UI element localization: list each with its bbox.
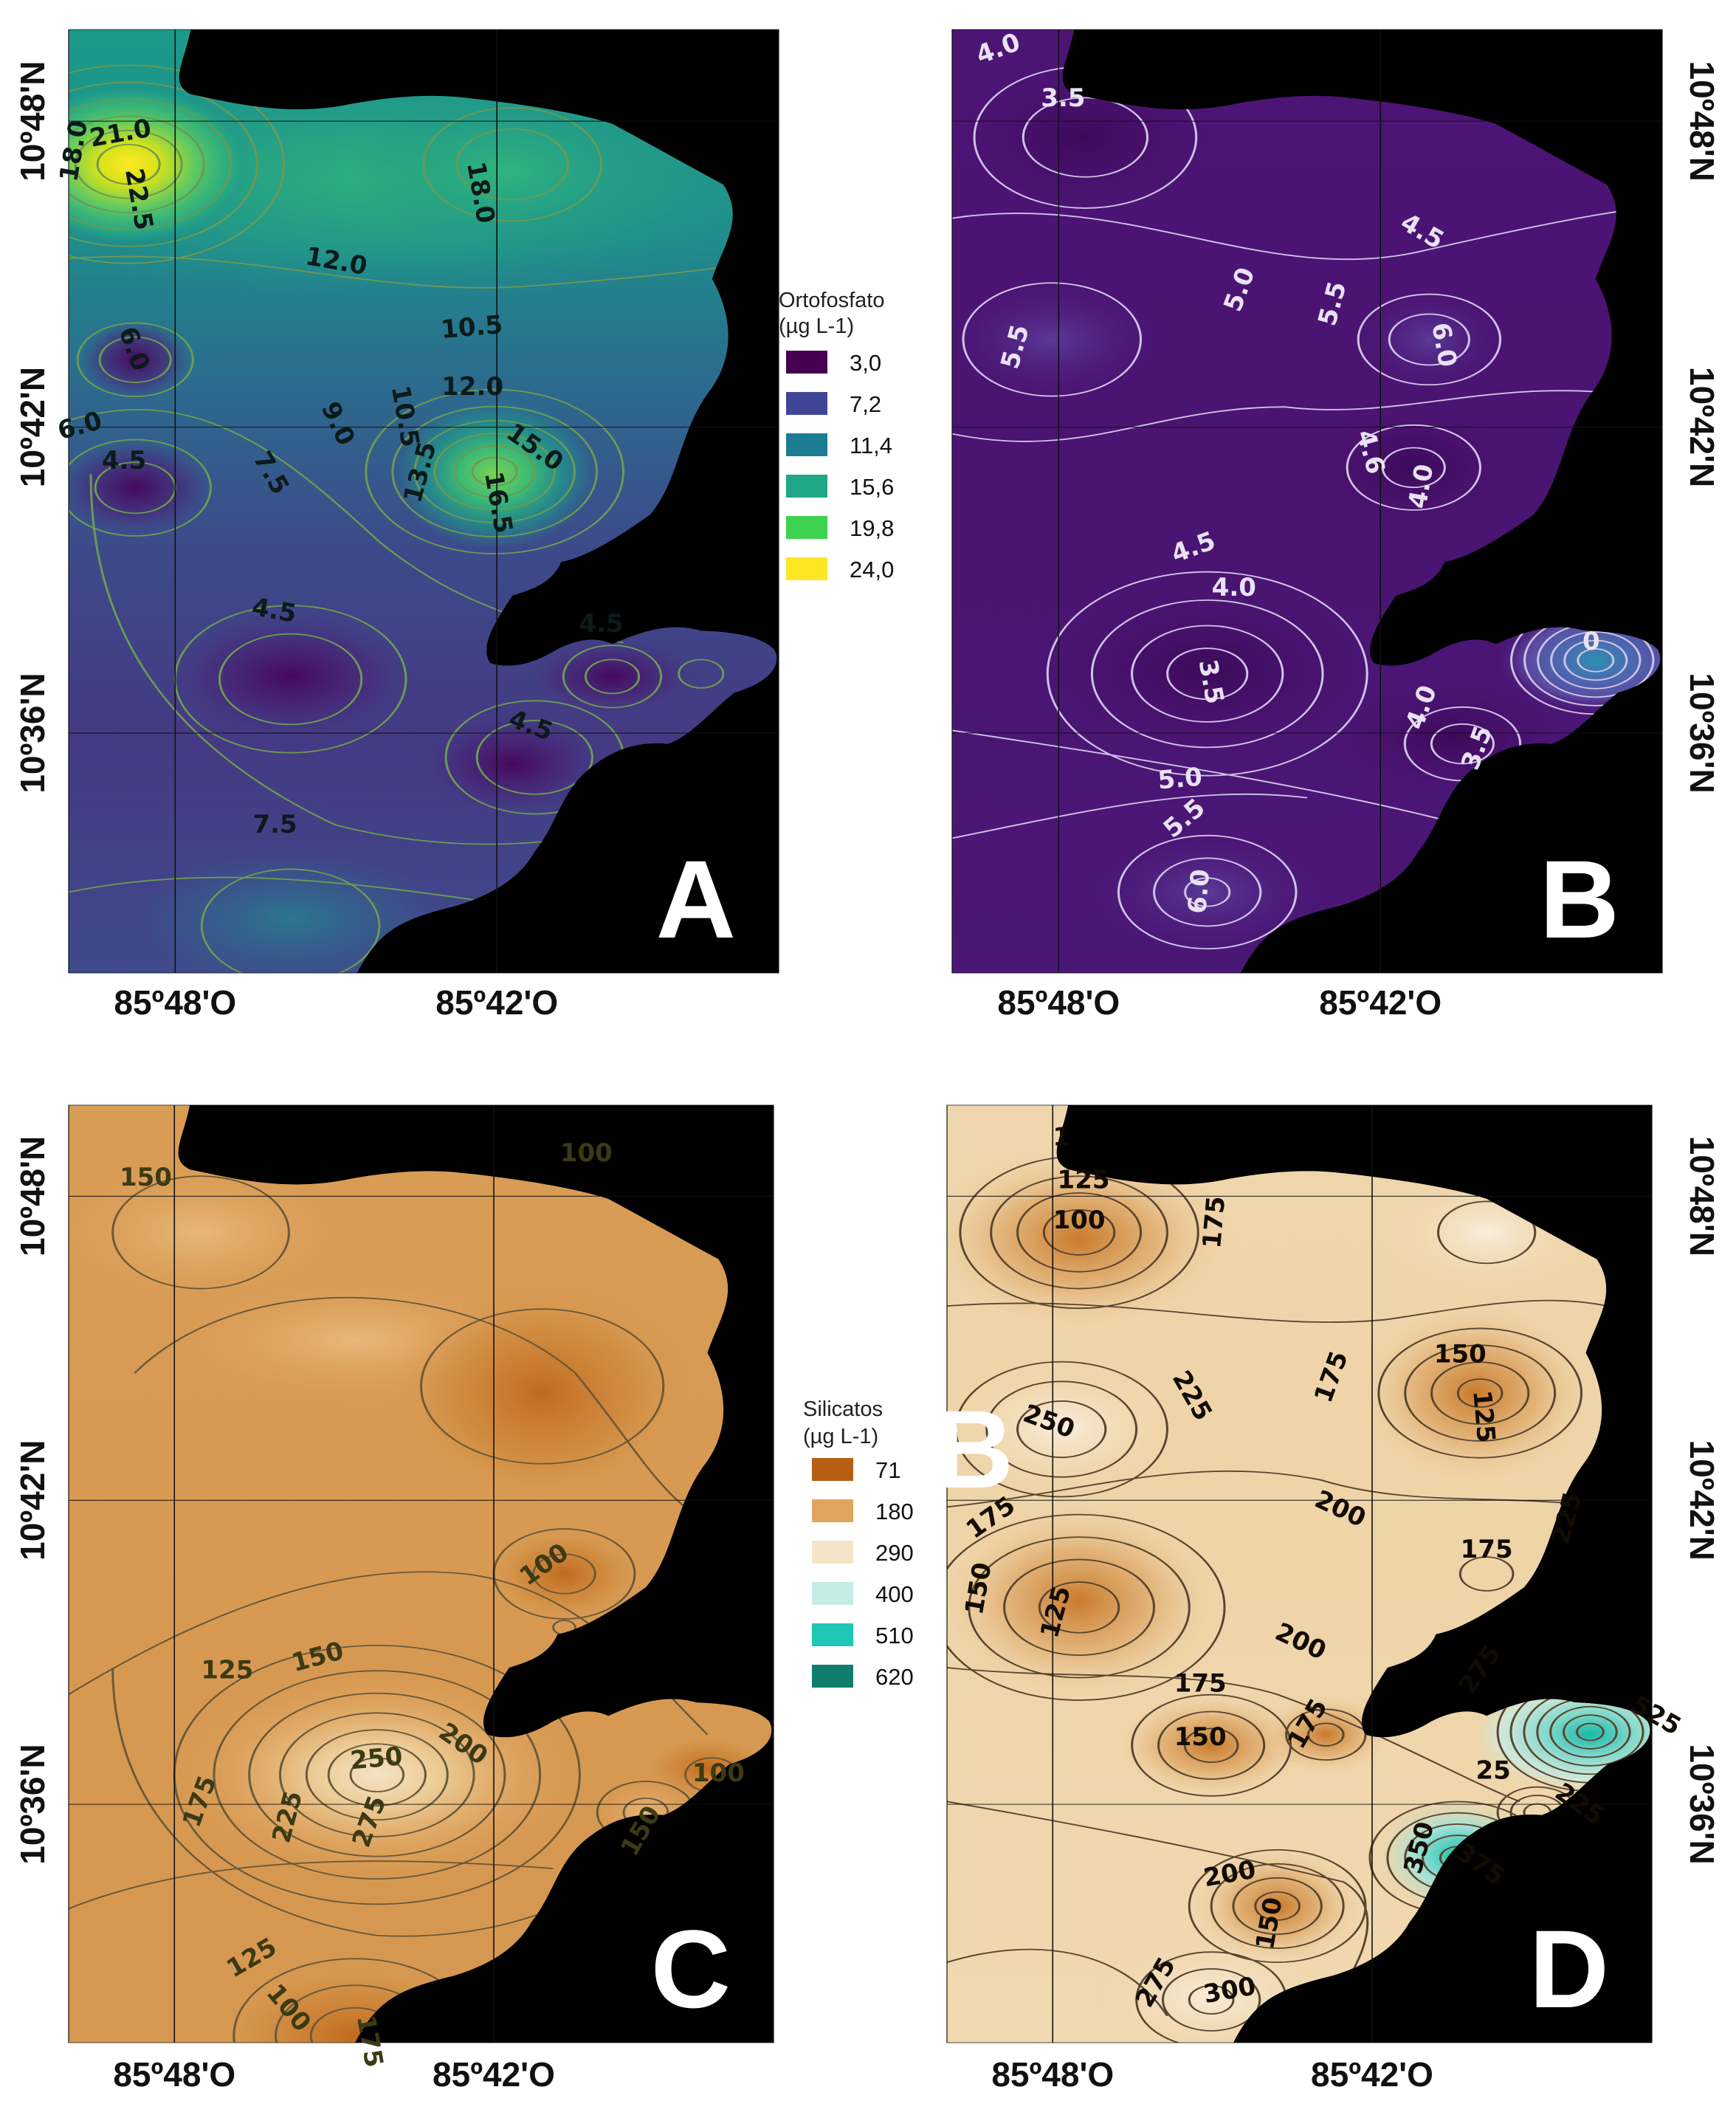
latitude-label: 10º48'N	[1683, 61, 1721, 182]
panel-letter: A	[656, 837, 736, 961]
legend-swatch	[786, 392, 827, 415]
contour-label: 5.0	[1157, 763, 1203, 796]
latitude-label: 10º48'N	[13, 1136, 52, 1256]
contour-label: 125	[201, 1656, 253, 1685]
contour-label: 4.5	[102, 446, 146, 475]
legend-value: 510	[875, 1623, 914, 1648]
panel-frame	[951, 29, 1663, 974]
latitude-label: 10º36'N	[1683, 673, 1721, 793]
latitude-label: 10º48'N	[13, 61, 52, 182]
legend-value: 620	[875, 1664, 914, 1690]
panel-frame	[68, 1104, 774, 2043]
graticule	[952, 30, 1662, 973]
longitude-label: 85º48'O	[997, 983, 1120, 1022]
legend-swatch	[812, 1499, 853, 1522]
legend-value: 24,0	[850, 557, 894, 582]
contour-label: 6.0	[1182, 868, 1216, 915]
legend-value: 3,0	[850, 350, 881, 376]
panel-letter: C	[651, 1907, 731, 2031]
panel-letter: D	[1529, 1907, 1609, 2031]
legend-value: 19,8	[850, 515, 894, 541]
graticule	[69, 1105, 774, 2043]
panel-frame	[946, 1104, 1653, 2043]
sea-surface	[952, 30, 1661, 973]
contour-label: 150	[120, 1163, 172, 1192]
latitude-label: 10º42'N	[1683, 367, 1721, 487]
contour-label: 150	[1174, 1722, 1227, 1752]
longitude-label: 85º42'O	[1319, 983, 1442, 1022]
legend-value: 11,4	[850, 433, 892, 458]
legend-swatch	[812, 1458, 853, 1481]
legend-a-unit: (µg L-1)	[779, 314, 854, 338]
legend-value: 71	[875, 1457, 900, 1483]
contour-label: 7.5	[252, 810, 297, 839]
legend-swatch	[786, 475, 827, 498]
contour-label: 100	[1053, 1206, 1106, 1235]
contour-label: 175	[1197, 1195, 1231, 1250]
legend-value: 290	[875, 1540, 914, 1566]
contour-label: 10.5	[440, 310, 504, 345]
contour-label: 12.0	[441, 372, 503, 402]
latitude-label: 10º36'N	[13, 673, 52, 793]
panel-frame	[68, 29, 779, 974]
legend-swatch	[812, 1665, 853, 1688]
longitude-label: 85º48'O	[991, 2055, 1114, 2094]
longitude-label: 85º48'O	[114, 983, 236, 1022]
graticule	[947, 1105, 1652, 2043]
contour-label: 4.0	[1212, 573, 1256, 602]
graticule	[69, 30, 779, 973]
latitude-label: 10º42'N	[13, 367, 52, 487]
contour-label: 3.5	[1041, 83, 1085, 113]
contour-label: 125	[1467, 1389, 1501, 1444]
contour-label: 175	[1461, 1535, 1513, 1564]
latitude-label: 10º48'N	[1683, 1136, 1721, 1256]
legend-value: 400	[875, 1581, 914, 1607]
legend-swatch	[786, 351, 827, 374]
legend-swatch	[812, 1582, 853, 1605]
longitude-label: 85º42'O	[433, 2055, 555, 2094]
legend-a-title: Ortofosfato	[779, 289, 884, 312]
legend-swatch	[786, 516, 827, 539]
legend-value: 180	[875, 1499, 914, 1524]
legend-ortofosfato: Ortofosfato (µg L-1) 3,0 7,2 11,4 15,6 19,8 2…	[779, 289, 894, 582]
contour-label: 100	[560, 1138, 613, 1168]
longitude-label: 85º42'O	[1311, 2055, 1433, 2094]
contour-label: 250	[349, 1741, 404, 1775]
longitude-label: 85º42'O	[435, 983, 558, 1022]
contour-label: 4.5	[579, 609, 623, 639]
contour-label: 175	[1174, 1669, 1227, 1699]
contour-label: 0	[1582, 627, 1600, 656]
contour-lines	[947, 1155, 1650, 2043]
contour-label: 100	[692, 1758, 745, 1788]
contour-label: 25	[1475, 1756, 1510, 1786]
contour-lines	[952, 66, 1661, 950]
legend-swatch	[786, 557, 827, 580]
map-panel-b: 4.03.54.55.0 5.55.5 6.04.64.04.54.03.504.0…	[951, 27, 1663, 974]
legend-c-unit: (µg L-1)	[803, 1425, 878, 1448]
contour-label: 1	[1053, 1122, 1070, 1152]
legend-c-title: Silicatos	[803, 1397, 883, 1421]
latitude-label: 10º36'N	[1683, 1744, 1721, 1864]
latitude-label: 10º36'N	[13, 1744, 52, 1864]
latitude-label: 10º42'N	[1683, 1440, 1721, 1561]
map-panel-a: 18.021.022.5 18.012.010.56.012.010.59.06.…	[54, 29, 779, 974]
legend-swatch	[812, 1623, 853, 1646]
sea-surface	[69, 30, 777, 973]
legend-value: 7,2	[850, 391, 881, 417]
contour-label: 125	[1058, 1165, 1110, 1194]
legend-silicatos: Silicatos (µg L-1) 71 180 290 400 510 620	[803, 1397, 914, 1690]
panel-letter: B	[1540, 837, 1619, 961]
legend-swatch	[812, 1541, 853, 1564]
longitude-label: 85º48'O	[113, 2055, 235, 2094]
legend-value: 15,6	[850, 474, 894, 500]
stray-letter: B	[934, 1387, 1013, 1511]
latitude-label: 10º42'N	[13, 1440, 52, 1561]
contour-label: 150	[1434, 1339, 1487, 1369]
legend-swatch	[786, 433, 827, 456]
